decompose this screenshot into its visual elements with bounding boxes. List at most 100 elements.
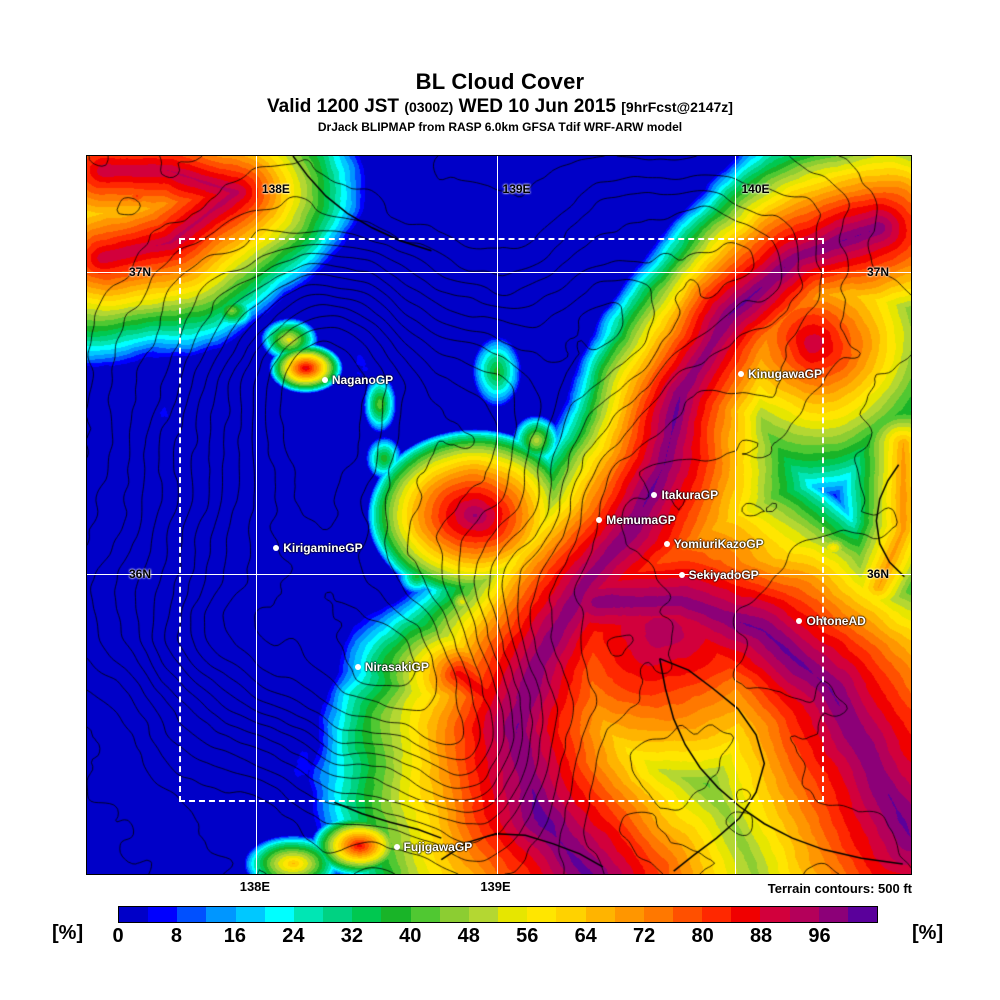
graticule-parallel: [87, 272, 911, 274]
graticule-meridian: [255, 156, 257, 874]
valid-utc: (0300Z): [404, 99, 454, 116]
colorbar-swatch: [439, 907, 469, 922]
station-marker[interactable]: SekiyadoGP: [678, 568, 759, 583]
colorbar-tick: 64: [574, 925, 597, 947]
station-label: YomiuriKazoGP: [673, 536, 764, 551]
station-dot-icon: [678, 572, 685, 579]
colorbar-swatch: [818, 907, 848, 922]
lon-label-bottom: 139E: [480, 879, 511, 894]
colorbar-swatch: [585, 907, 615, 922]
colorbar-swatches[interactable]: [118, 906, 878, 923]
colorbar-tick: 56: [516, 925, 539, 947]
station-dot-icon: [321, 377, 328, 384]
station-marker[interactable]: NaganoGP: [321, 373, 394, 388]
colorbar-swatch: [468, 907, 499, 922]
station-dot-icon: [354, 664, 361, 671]
station-label: MemumaGP: [606, 513, 676, 528]
lon-label-top: 140E: [741, 182, 770, 196]
colorbar-swatch: [293, 907, 324, 922]
lon-label-bottom: 138E: [239, 879, 271, 894]
colorbar-swatch: [177, 907, 207, 922]
colorbar-swatch: [556, 907, 586, 922]
colorbar-swatch: [264, 907, 294, 922]
colorbar-tick: 80: [691, 925, 714, 947]
colorbar-tick: 72: [633, 925, 656, 947]
station-label: ItakuraGP: [661, 487, 719, 502]
colorbar-swatch: [672, 907, 703, 922]
model-subtitle: DrJack BLIPMAP from RASP 6.0km GFSA Tdif…: [317, 120, 683, 135]
lat-label-left: 37N: [129, 265, 152, 280]
lat-label-right: 36N: [867, 566, 890, 581]
colorbar-tick: 0: [112, 925, 124, 947]
station-label: KirigamineGP: [283, 541, 363, 556]
colorbar-swatch: [235, 907, 265, 922]
station-marker[interactable]: KinugawaGP: [737, 367, 822, 382]
terrain-contour-overlay: [87, 156, 911, 874]
station-label: FujigawaGP: [403, 839, 473, 854]
colorbar-swatch: [323, 907, 353, 922]
colorbar-swatch: [352, 907, 382, 922]
graticule-meridian: [735, 156, 737, 874]
station-marker[interactable]: ItakuraGP: [651, 488, 718, 502]
colorbar-tick: 40: [399, 925, 422, 947]
colorbar-swatch: [847, 907, 878, 922]
valid-time-line: Valid 1200 JST (0300Z) WED 10 Jun 2015 […: [0, 97, 1000, 117]
colorbar-swatch: [381, 907, 411, 922]
colorbar-tick: 24: [282, 925, 305, 947]
station-label: SekiyadoGP: [688, 568, 759, 583]
station-label: KinugawaGP: [747, 367, 822, 382]
station-dot-icon: [393, 843, 400, 850]
valid-prefix: Valid 1200 JST: [267, 96, 400, 118]
colorbar-swatch: [643, 907, 673, 922]
station-marker[interactable]: KirigamineGP: [273, 541, 363, 556]
station-marker[interactable]: NirasakiGP: [354, 660, 429, 675]
lat-label-left: 36N: [129, 566, 152, 581]
lon-label-top: 138E: [261, 182, 290, 196]
colorbar-tick-labels: 0 8 16 24 32 40 48 56 64 72 80 88 96: [112, 925, 878, 951]
colorbar-swatch: [148, 907, 178, 922]
colorbar-tick: 88: [749, 925, 773, 947]
colorbar-swatch: [527, 907, 557, 922]
station-marker[interactable]: MemumaGP: [596, 513, 676, 528]
station-dot-icon: [796, 618, 803, 625]
graticule-meridian: [496, 156, 498, 874]
colorbar-swatch: [702, 907, 732, 922]
forecast-tag: [9hrFcst@2147z]: [621, 99, 733, 116]
page-title: BL Cloud Cover: [415, 69, 585, 94]
station-dot-icon: [596, 517, 603, 524]
station-label: OhtoneAD: [806, 614, 866, 629]
colorbar-swatch: [731, 907, 761, 922]
colorbar-tick: 8: [170, 925, 183, 947]
colorbar-swatch: [119, 907, 149, 922]
colorbar-swatch: [760, 907, 790, 922]
station-marker[interactable]: OhtoneAD: [796, 614, 866, 629]
terrain-contour-note: Terrain contours: 500 ft: [767, 881, 912, 896]
map-panel[interactable]: 138E 139E 140E 37N 36N 37N 36N NaganoGP Kinugaw…: [86, 155, 912, 875]
station-dot-icon: [651, 491, 658, 498]
colorbar-panel: [%] 0 8 16 24 32 40 48 56 64 72 80 88 96 [%]: [0, 900, 1000, 960]
station-dot-icon: [273, 545, 280, 552]
colorbar-tick: 96: [808, 925, 831, 947]
colorbar-swatch: [498, 907, 528, 922]
colorbar-swatch: [410, 907, 440, 922]
colorbar-swatch: [206, 907, 236, 922]
station-label: NaganoGP: [331, 373, 394, 388]
units-label-right: [%]: [912, 922, 944, 944]
units-label-left: [%]: [52, 922, 84, 944]
station-marker[interactable]: YomiuriKazoGP: [663, 536, 764, 551]
station-dot-icon: [737, 371, 744, 378]
colorbar-tick: 48: [457, 925, 480, 947]
colorbar-tick: 32: [340, 925, 363, 947]
station-dot-icon: [663, 540, 670, 547]
lat-label-right: 37N: [867, 265, 890, 280]
valid-date: WED 10 Jun 2015: [458, 96, 616, 118]
colorbar-tick: 16: [223, 925, 247, 947]
colorbar-swatch: [614, 907, 644, 922]
station-marker[interactable]: FujigawaGP: [393, 839, 473, 854]
forecast-domain-box: [179, 237, 824, 803]
colorbar-swatch: [789, 907, 819, 922]
graticule-parallel: [87, 573, 911, 575]
lon-label-top: 139E: [502, 182, 531, 196]
title-block: BL Cloud Cover Valid 1200 JST (0300Z) WE…: [0, 70, 1000, 134]
station-label: NirasakiGP: [364, 660, 429, 675]
